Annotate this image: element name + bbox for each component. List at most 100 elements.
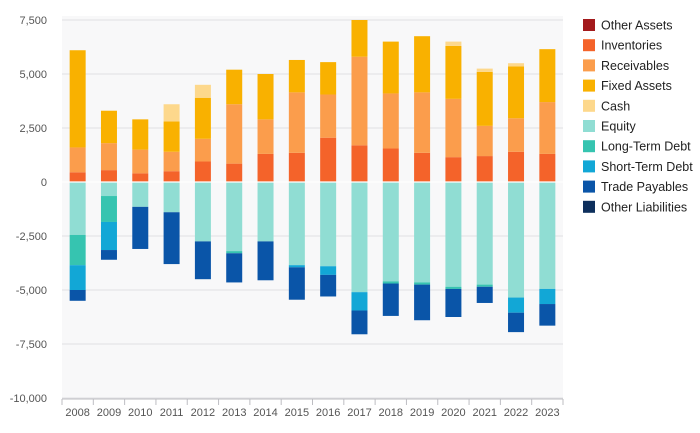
bar-segment	[100, 110, 117, 144]
legend-item[interactable]: Inventories	[583, 39, 662, 53]
legend-swatch	[583, 200, 595, 213]
bar-segment	[132, 206, 149, 249]
bar-segment	[69, 290, 86, 301]
legend-label: Trade Payables	[601, 180, 688, 194]
legend-item[interactable]: Long-Term Debt	[583, 140, 691, 154]
bar-segment	[351, 292, 368, 311]
legend-label: Long-Term Debt	[601, 140, 691, 154]
legend-swatch	[583, 79, 595, 92]
y-tick-label: 0	[41, 177, 47, 189]
bar-segment	[194, 161, 211, 182]
bar-segment	[257, 74, 274, 120]
bar-segment	[320, 266, 337, 275]
bar-segment	[445, 288, 462, 317]
bar-segment	[194, 84, 211, 98]
bar-segment	[445, 98, 462, 158]
legend-item[interactable]: Fixed Assets	[583, 79, 672, 93]
legend-swatch	[583, 140, 595, 153]
bar-segment	[445, 41, 462, 46]
bar-segment	[476, 68, 493, 72]
bar-segment	[100, 221, 117, 251]
bar-segment	[226, 253, 243, 283]
legend-item[interactable]: Cash	[583, 99, 630, 113]
bar-segment	[508, 312, 525, 333]
x-tick-label: 2013	[222, 407, 246, 419]
bar-segment	[445, 157, 462, 182]
legend-item[interactable]: Receivables	[583, 59, 669, 73]
bar-segment	[163, 212, 180, 265]
bar-segment	[539, 49, 556, 103]
legend-swatch	[583, 99, 595, 112]
bar-segment	[288, 267, 305, 300]
bar-segment	[414, 36, 431, 93]
bar-segment	[539, 304, 556, 326]
bar-segment	[320, 274, 337, 297]
bar-segment	[194, 97, 211, 139]
bar-segment	[288, 152, 305, 182]
bar-segment	[257, 153, 274, 182]
bar-segment	[476, 156, 493, 182]
bar-segment	[194, 182, 211, 242]
bar-segment	[257, 241, 274, 281]
y-axis: -10,000 -7,500 -5,000 -2,500 0 2,500 5,000 7,50…	[10, 15, 47, 405]
x-tick-label: 2011	[160, 407, 184, 419]
bar-segment	[226, 182, 243, 252]
bar-segment	[288, 92, 305, 153]
x-tick-label: 2008	[65, 407, 89, 419]
legend-item[interactable]: Short-Term Debt	[583, 160, 693, 174]
bar-segment	[508, 182, 525, 298]
y-tick-label: 7,500	[19, 15, 47, 27]
bar-segment	[476, 284, 493, 287]
legend-label: Other Liabilities	[601, 200, 687, 214]
legend-label: Inventories	[601, 39, 662, 53]
bar-segment	[476, 182, 493, 285]
bar-segment	[194, 138, 211, 162]
bar-segment	[163, 104, 180, 122]
legend-swatch	[583, 59, 595, 72]
bar-segment	[539, 182, 556, 289]
y-tick-label: -7,500	[16, 339, 47, 351]
x-tick-label: 2016	[316, 407, 340, 419]
bar-segment	[508, 151, 525, 182]
bar-segment	[414, 92, 431, 153]
bar-segment	[100, 196, 117, 222]
legend-item[interactable]: Other Assets	[583, 19, 673, 33]
legend-item[interactable]: Equity	[583, 120, 636, 134]
bar-segment	[539, 288, 556, 305]
bar-segment	[194, 241, 211, 280]
bar-segment	[320, 62, 337, 95]
x-tick-label: 2012	[191, 407, 215, 419]
bar-segment	[226, 69, 243, 105]
bar-segment	[351, 20, 368, 57]
legend-item[interactable]: Trade Payables	[583, 180, 688, 194]
bar-segment	[288, 265, 305, 268]
x-tick-label: 2015	[285, 407, 309, 419]
bar-segment	[100, 182, 117, 197]
bar-segment	[508, 118, 525, 152]
bar-segment	[320, 137, 337, 182]
bar-segment	[69, 265, 86, 290]
legend-swatch	[583, 160, 595, 173]
bar-segment	[414, 152, 431, 182]
x-tick-label: 2019	[410, 407, 434, 419]
x-tick-label: 2021	[472, 407, 496, 419]
bar-segment	[163, 171, 180, 182]
bar-segment	[351, 310, 368, 335]
bar-segment	[476, 286, 493, 303]
y-tick-label: 5,000	[19, 69, 47, 81]
bar-segment	[382, 41, 399, 94]
bar-segment	[320, 94, 337, 138]
bar-segment	[163, 121, 180, 152]
bar-segment	[508, 63, 525, 67]
bar-segment	[69, 182, 86, 235]
bar-segment	[445, 182, 462, 287]
legend-label: Fixed Assets	[601, 79, 672, 93]
bar-segment	[351, 145, 368, 182]
bar-segment	[100, 143, 117, 171]
legend-label: Receivables	[601, 59, 669, 73]
bar-segment	[476, 71, 493, 126]
bar-segment	[100, 170, 117, 182]
legend-item[interactable]: Other Liabilities	[583, 200, 687, 214]
x-tick-label: 2009	[97, 407, 121, 419]
